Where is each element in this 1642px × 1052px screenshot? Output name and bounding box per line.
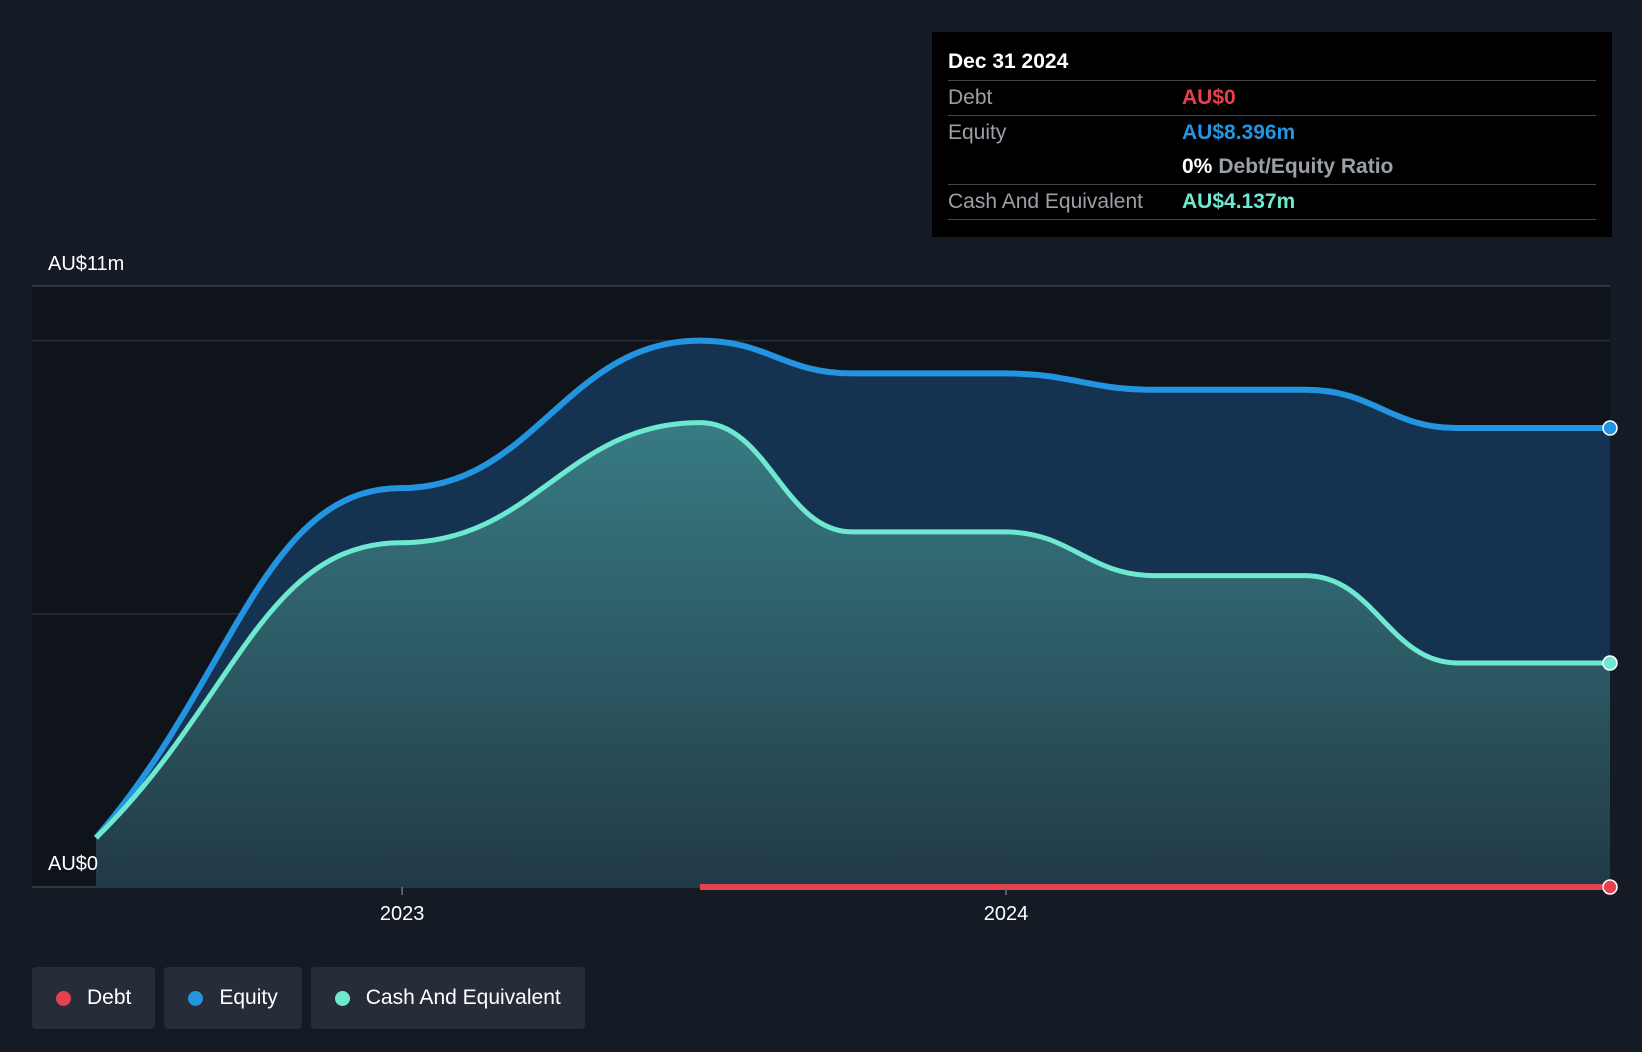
tooltip-ratio-row: 0% Debt/Equity Ratio [948, 150, 1596, 185]
legend-debt-label: Debt [87, 986, 132, 1009]
equity-line [93, 337, 1610, 840]
tooltip-cash-row: Cash And Equivalent AU$4.137m [948, 185, 1596, 220]
tooltip-cash-value: AU$4.137m [1182, 190, 1296, 213]
tooltip-equity-label: Equity [948, 121, 1007, 144]
tooltip-ratio-label: Debt/Equity Ratio [1218, 155, 1394, 178]
cash-line [94, 420, 1610, 840]
tooltip-equity-row: Equity AU$8.396m [948, 116, 1596, 150]
legend-cash-label: Cash And Equivalent [365, 986, 561, 1009]
tooltip-debt-row: Debt AU$0 [948, 81, 1596, 116]
tooltip-ratio-value: 0% [1182, 155, 1213, 178]
tooltip-equity-value: AU$8.396m [1182, 121, 1296, 144]
legend: Debt Equity Cash And Equivalent [32, 967, 585, 1029]
cash-end-marker [1602, 655, 1618, 671]
legend-item-cash[interactable]: Cash And Equivalent [310, 967, 585, 1029]
cash-area [96, 422, 1610, 887]
legend-item-debt[interactable]: Debt [32, 967, 156, 1029]
debt-end-marker [1602, 879, 1618, 895]
x-tick-label-2023: 2023 [380, 903, 425, 925]
tooltip-debt-label: Debt [948, 86, 993, 109]
y-max-label: AU$11m [48, 253, 124, 275]
tooltip-debt-value: AU$0 [1182, 86, 1236, 109]
debt-dot-icon [56, 990, 71, 1006]
tooltip-date: Dec 31 2024 [948, 46, 1596, 81]
legend-item-equity[interactable]: Equity [164, 967, 302, 1029]
tooltip-cash-label: Cash And Equivalent [948, 190, 1143, 213]
x-tick-label-2024: 2024 [984, 903, 1029, 925]
legend-equity-label: Equity [219, 986, 278, 1009]
y-min-label: AU$0 [48, 853, 98, 875]
equity-end-marker [1602, 420, 1618, 436]
tooltip: Dec 31 2024 Debt AU$0 Equity AU$8.396m 0… [932, 32, 1612, 237]
equity-dot-icon [188, 990, 204, 1006]
cash-dot-icon [334, 990, 350, 1006]
